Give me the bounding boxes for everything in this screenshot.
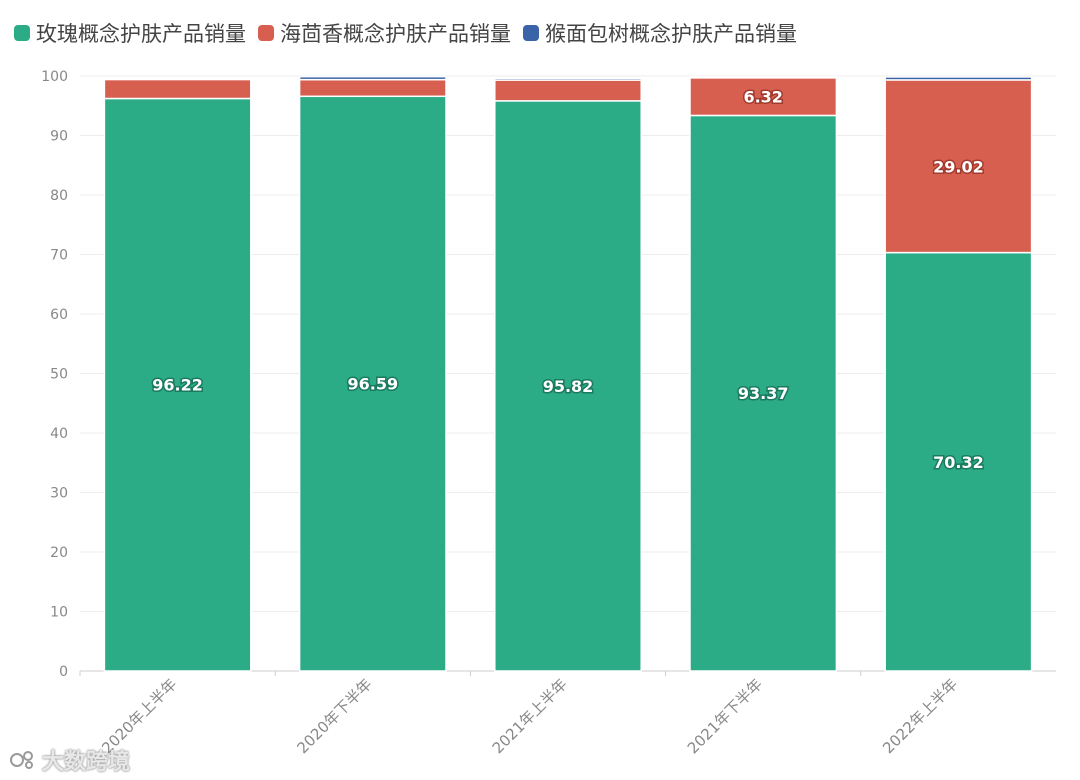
bar-value-label: 96.59 (347, 375, 398, 394)
bar-segment (689, 114, 838, 672)
legend-item-baobab[interactable]: 猴面包树概念护肤产品销量 (523, 18, 797, 48)
bar-value-label: 96.22 (152, 376, 203, 395)
legend-item-rose[interactable]: 玫瑰概念护肤产品销量 (14, 18, 246, 48)
bar-segment (884, 76, 1033, 81)
bar-segment (494, 77, 642, 81)
bar-segment (494, 79, 642, 102)
bar-segment (689, 75, 838, 79)
y-tick-label: 50 (50, 367, 68, 383)
bar-value-label: 6.32 (743, 88, 782, 107)
x-tick-label: 2022年上半年 (879, 675, 961, 757)
y-tick-label: 80 (50, 188, 68, 204)
y-tick-label: 60 (50, 307, 68, 323)
bar-segment (494, 100, 642, 672)
y-tick-label: 0 (59, 664, 68, 680)
x-tick-label: 2021年下半年 (684, 675, 766, 757)
legend-swatch-rose (14, 25, 30, 41)
y-tick-label: 40 (50, 426, 68, 442)
legend-label-baobab: 猴面包树概念护肤产品销量 (545, 22, 797, 46)
bar-segment (298, 78, 447, 98)
y-tick-label: 90 (50, 129, 68, 145)
bar-segment (884, 251, 1033, 672)
bar-segment (298, 95, 447, 672)
x-tick-label: 2020年下半年 (293, 675, 375, 757)
bar-value-label: 29.02 (933, 157, 984, 176)
chart-legend: 玫瑰概念护肤产品销量 海茴香概念护肤产品销量 猴面包树概念护肤产品销量 (14, 18, 801, 48)
y-tick-label: 30 (50, 486, 68, 502)
legend-item-sea-fennel[interactable]: 海茴香概念护肤产品销量 (258, 18, 511, 48)
y-tick-label: 10 (50, 605, 68, 621)
y-tick-label: 100 (41, 69, 68, 85)
legend-label-sea-fennel: 海茴香概念护肤产品销量 (280, 22, 511, 46)
y-tick-label: 20 (50, 545, 68, 561)
bar-segment (298, 75, 447, 81)
y-tick-label: 70 (50, 248, 68, 264)
bar-value-label: 95.82 (543, 377, 594, 396)
watermark: 大数跨境 (10, 744, 130, 776)
x-tick-label: 2021年上半年 (489, 675, 571, 757)
bar-segment (103, 77, 252, 81)
bar-segment (103, 78, 252, 100)
watermark-logo-icon (10, 751, 33, 769)
watermark-text: 大数跨境 (42, 750, 131, 775)
bar-value-label: 93.37 (738, 384, 789, 403)
bar-value-label: 70.32 (933, 453, 984, 472)
bar-segment (884, 79, 1033, 254)
legend-label-rose: 玫瑰概念护肤产品销量 (36, 22, 246, 46)
legend-swatch-baobab (523, 25, 539, 41)
legend-swatch-sea-fennel (258, 25, 274, 41)
